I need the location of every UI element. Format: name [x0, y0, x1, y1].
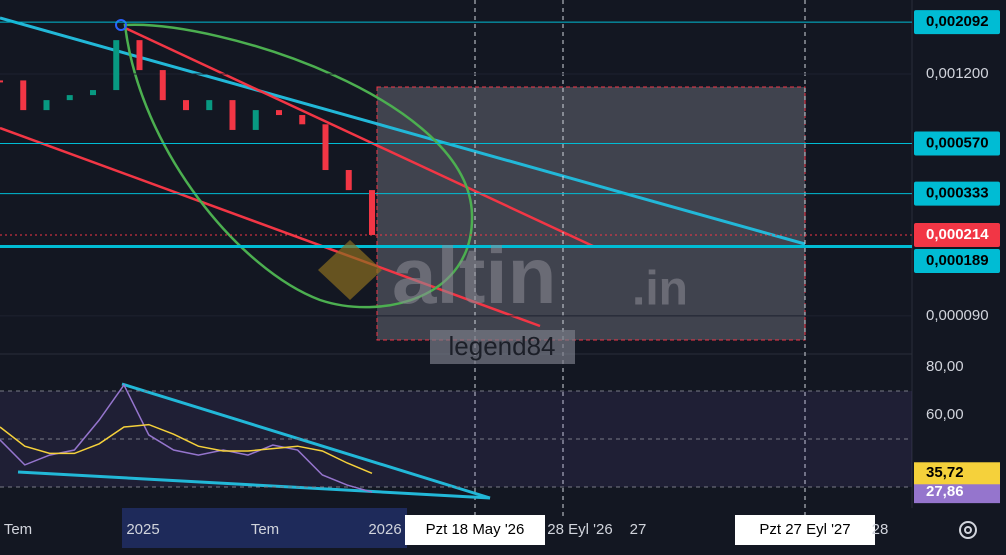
- price-label: 0,000570: [926, 134, 989, 151]
- range-highlight: [122, 508, 407, 548]
- candle: [0, 80, 3, 83]
- candle: [229, 100, 236, 130]
- candle: [276, 110, 282, 116]
- candle: [136, 40, 143, 71]
- watermark-suffix: .in: [632, 263, 688, 316]
- author-box: [430, 330, 575, 364]
- candle: [345, 170, 352, 191]
- price-label-box: [914, 222, 1000, 247]
- channel-upper: [124, 26, 596, 249]
- anchor: [115, 19, 127, 31]
- trendline: [0, 16, 806, 246]
- x-tick-label: Tem: [4, 521, 32, 538]
- x-tick-label: 28 Eyl '26: [547, 521, 612, 538]
- rsi-label-box: [914, 462, 1000, 485]
- price-label: 0,000333: [926, 185, 989, 202]
- rsi-label: 35,72: [926, 464, 964, 481]
- candle: [299, 115, 306, 125]
- candle: [66, 95, 73, 101]
- x-tick-label: 27: [630, 521, 647, 538]
- price-label: 0,000189: [926, 252, 989, 269]
- price-label: 0,002092: [926, 13, 989, 30]
- rsi-trendline: [17, 470, 491, 500]
- projection-box: [376, 86, 806, 341]
- candle: [183, 100, 189, 111]
- rsi-trendline: [121, 382, 491, 500]
- candle: [20, 80, 27, 111]
- x-tick-label: Pzt 27 Eyl '27: [759, 521, 850, 538]
- logo: [318, 240, 382, 300]
- settings-icon[interactable]: [959, 521, 977, 539]
- y-tick-label: 80,00: [926, 358, 964, 375]
- candle: [369, 190, 375, 235]
- author: legend84: [449, 331, 556, 361]
- price-label-box: [914, 131, 1000, 156]
- rsi-label-box: [914, 481, 1000, 504]
- candle: [43, 100, 50, 111]
- price-label-box: [914, 181, 1000, 206]
- candle: [206, 100, 213, 111]
- candle: [90, 90, 96, 96]
- rsi-line: [0, 423, 373, 474]
- x-tick-label: Pzt 18 May '26: [426, 521, 525, 538]
- date-box: [405, 515, 545, 545]
- candle: [113, 40, 120, 91]
- candle: [159, 70, 166, 101]
- x-tick-label: 2026: [368, 521, 401, 538]
- x-tick-label: 28: [872, 521, 889, 538]
- price-label: 0,000214: [926, 226, 989, 243]
- price-label-box: [914, 248, 1000, 273]
- date-box: [735, 515, 875, 545]
- y-tick-label: 60,00: [926, 406, 964, 423]
- x-tick-label: Tem: [251, 521, 279, 538]
- rsi-line: [0, 383, 373, 493]
- x-tick-label: 2025: [126, 521, 159, 538]
- watermark: altin .in: [318, 231, 688, 320]
- channel-lower: [0, 126, 541, 328]
- y-tick-label: 0,001200: [926, 65, 989, 82]
- rsi-label: 27,86: [926, 483, 964, 500]
- y-tick-label: 0,000090: [926, 307, 989, 324]
- candle: [322, 124, 329, 171]
- price-label-box: [914, 10, 1000, 35]
- ellipse: [123, 23, 474, 309]
- candle: [252, 110, 259, 130]
- watermark-text: altin: [392, 231, 556, 320]
